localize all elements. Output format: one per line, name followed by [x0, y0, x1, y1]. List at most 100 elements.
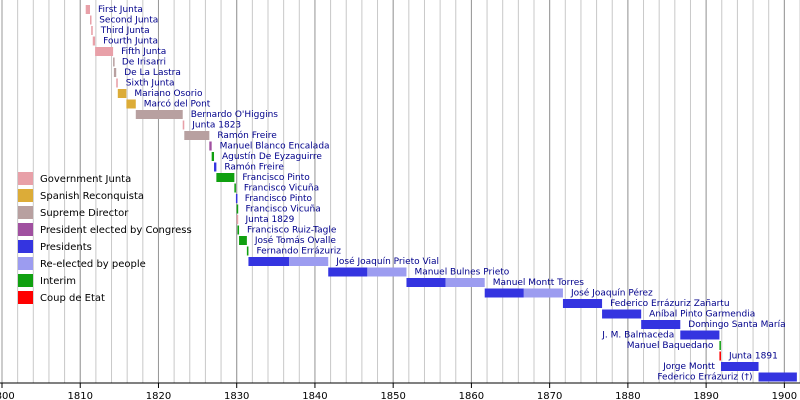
timeline-bar — [214, 162, 217, 172]
task-label: Francisco Pinto — [242, 173, 310, 183]
legend-swatch — [18, 240, 33, 253]
task-label: Ramón Freire — [224, 162, 284, 173]
timeline-bar — [92, 36, 96, 46]
task-label: Fifth Junta — [121, 47, 166, 57]
timeline-bar — [237, 225, 240, 235]
timeline-bar — [680, 330, 720, 340]
task-label: Domingo Santa María — [688, 320, 785, 330]
timeline-bar — [289, 257, 329, 266]
task-label: Federico Errázuriz (†) — [657, 373, 752, 383]
task-label: José Tomás Ovalle — [254, 235, 336, 246]
tick-label: 1860 — [459, 391, 484, 400]
timeline-bar — [641, 320, 681, 329]
task-label: Junta 1823 — [191, 121, 241, 131]
legend-text: Supreme Director — [40, 208, 129, 219]
task-label: Bernardo O'Higgins — [191, 110, 279, 120]
legend-swatch — [18, 291, 33, 304]
task-label: Manuel Blanco Encalada — [220, 142, 330, 152]
timeline-bar — [239, 236, 247, 245]
timeline-bar — [135, 110, 183, 119]
timeline-bar — [248, 257, 290, 266]
timeline-bar — [328, 267, 368, 277]
tick-label: 1820 — [146, 391, 171, 400]
timeline-bar — [182, 120, 185, 130]
task-label: Jorge Montt — [662, 362, 715, 372]
tick-label: 1890 — [693, 391, 718, 400]
task-label: Sixth Junta — [126, 79, 175, 89]
tick-label: 1840 — [302, 391, 327, 400]
legend-swatch — [18, 274, 33, 287]
timeline-bar — [211, 152, 215, 161]
timeline-bar — [484, 288, 524, 298]
timeline-bar — [246, 246, 249, 256]
task-label: Agustín De Eyzaguirre — [222, 152, 322, 162]
tick-label: 1800 — [0, 391, 15, 400]
legend-swatch — [18, 172, 33, 185]
legend-text: Coup de Etat — [40, 293, 105, 304]
timeline-bar — [236, 215, 239, 224]
task-label: Junta 1891 — [728, 352, 778, 362]
legend-text: Re-elected by people — [40, 259, 146, 270]
task-label: Francisco Pinto — [245, 194, 313, 204]
timeline-bar — [719, 341, 721, 350]
timeline-bar — [236, 204, 239, 214]
timeline-bar — [758, 372, 797, 382]
task-label: Francisco Vicuña — [244, 184, 319, 194]
task-label: Third Junta — [100, 26, 150, 36]
timeline-bar — [720, 362, 759, 371]
timeline-bar — [90, 15, 92, 25]
task-label: Federico Errázuriz Zañartu — [610, 299, 729, 309]
timeline-bar — [216, 173, 235, 182]
timeline-bar — [209, 141, 212, 151]
tick-label: 1880 — [615, 391, 640, 400]
tick-label: 1810 — [68, 391, 93, 400]
tick-label: 1830 — [224, 391, 249, 400]
task-label: Aníbal Pinto Garmendia — [649, 310, 755, 320]
timeline-bar — [113, 57, 115, 67]
task-label: José Joaquín Pérez — [570, 288, 653, 299]
timeline-bar — [234, 183, 236, 193]
task-label: José Joaquín Prieto Vial — [335, 256, 439, 267]
task-label: Fourth Junta — [103, 37, 158, 47]
legend-swatch — [18, 206, 33, 219]
tick-label: 1900 — [772, 391, 797, 400]
task-label: Fernando Errázuriz — [256, 247, 341, 257]
task-label: J. M. Balmaceda — [601, 331, 674, 341]
timeline-bar — [116, 78, 118, 88]
task-label: Francisco Ruiz-Tagle — [247, 226, 337, 236]
timeline-bar — [126, 99, 136, 109]
timeline-bar — [523, 288, 563, 298]
task-label: Junta 1829 — [244, 215, 294, 225]
task-label: De Irisarri — [122, 58, 166, 68]
legend-text: Government Junta — [40, 174, 131, 185]
legend-swatch — [18, 189, 33, 202]
timeline-bar — [602, 309, 642, 319]
task-label: Second Junta — [99, 16, 158, 26]
timeline-bar — [85, 5, 91, 14]
legend-text: Presidents — [40, 242, 92, 253]
timeline-bar — [719, 351, 721, 361]
task-label: Francisco Vicuña — [245, 205, 320, 215]
tick-label: 1850 — [380, 391, 405, 400]
timeline-bar — [95, 47, 114, 56]
legend-swatch — [18, 257, 33, 270]
timeline-bar — [113, 68, 117, 77]
task-label: First Junta — [98, 5, 143, 15]
task-label: Mariano Osorio — [134, 89, 203, 99]
task-label: Manuel Montt Torres — [493, 278, 585, 288]
task-label: Ramón Freire — [217, 130, 277, 141]
timeline-bar — [91, 26, 93, 35]
legend-text: Spanish Reconquista — [40, 191, 144, 202]
timeline-bar — [235, 194, 238, 203]
task-label: De La Lastra — [124, 68, 181, 78]
timeline-bar — [367, 267, 407, 277]
timeline-bar — [445, 278, 485, 287]
task-label: Marcó del Pont — [144, 99, 211, 110]
timeline-bar — [117, 89, 127, 98]
timeline-bar — [406, 278, 446, 287]
timeline-bar — [562, 299, 603, 308]
tick-label: 1870 — [537, 391, 562, 400]
task-label: Manuel Baquedano — [627, 341, 714, 351]
legend-swatch — [18, 223, 33, 236]
